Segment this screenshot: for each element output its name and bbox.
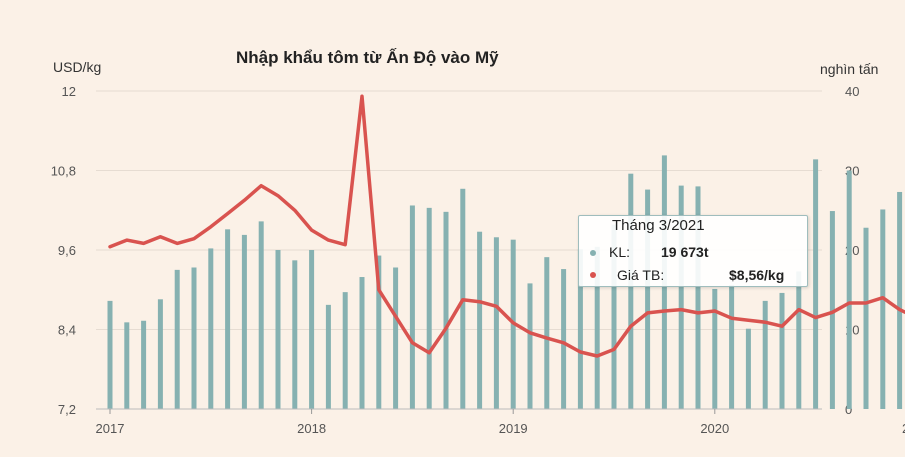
volume-bar [645, 189, 651, 409]
x-axis-tick: 2017 [96, 421, 125, 436]
volume-bar [141, 320, 147, 409]
volume-bar [544, 257, 550, 409]
right-axis-unit: nghìn tấn [820, 61, 879, 77]
left-axis-tick: 9,6 [58, 243, 76, 258]
tooltip-title: Tháng 3/2021 [612, 217, 705, 234]
volume-bar [157, 299, 163, 409]
volume-bar [846, 170, 852, 409]
volume-bar [729, 284, 735, 409]
volume-bar [796, 271, 802, 409]
volume-bar [241, 234, 247, 409]
volume-bar [779, 292, 785, 409]
tooltip-price-value: $8,56/kg [729, 267, 785, 283]
volume-bar [628, 173, 634, 409]
volume-bar [745, 328, 751, 409]
tooltip-volume-label: KL: [609, 244, 631, 260]
chart-title: Nhập khẩu tôm từ Ấn Độ vào Mỹ [236, 48, 499, 67]
volume-bar [712, 288, 718, 409]
volume-bar [493, 237, 499, 409]
volume-bar [225, 229, 231, 409]
left-axis-tick: 12 [62, 84, 76, 99]
x-axis-tick: 2021 [902, 421, 905, 436]
volume-bar [813, 159, 819, 409]
volume-bar [829, 211, 835, 409]
tooltip-price-marker [590, 272, 596, 278]
left-axis-tick: 8,4 [58, 323, 76, 338]
x-axis-tick: 2020 [700, 421, 729, 436]
volume-bar [174, 269, 180, 409]
volume-bar [393, 267, 399, 409]
price-line [108, 94, 905, 358]
volume-bar [762, 300, 768, 409]
volume-bar [342, 292, 348, 409]
left-axis-tick: 10,8 [51, 164, 76, 179]
volume-bar [325, 304, 331, 409]
volume-bar [443, 211, 449, 409]
tooltip-volume-value: 19 673t [661, 244, 709, 260]
tooltip-volume-marker [590, 250, 596, 256]
volume-bar [897, 191, 903, 409]
left-axis-unit: USD/kg [53, 59, 102, 75]
volume-bar [191, 267, 197, 409]
volume-bar [409, 205, 415, 409]
volume-bar [611, 224, 617, 409]
volume-bar [695, 186, 701, 409]
volume-bar [527, 283, 533, 409]
volume-bar [292, 260, 298, 409]
volume-bar [258, 221, 264, 409]
volume-bar [208, 248, 214, 409]
tooltip-price-label: Giá TB: [617, 267, 665, 283]
volume-bar [376, 255, 382, 409]
volume-bar [678, 185, 684, 409]
volume-bar [594, 246, 600, 409]
volume-bar [426, 207, 432, 409]
left-axis-tick: 7,2 [58, 402, 76, 417]
volume-bar [309, 250, 315, 409]
volume-bar [124, 322, 130, 409]
right-axis-tick: 40 [845, 84, 859, 99]
volume-bar [863, 227, 869, 409]
right-axis-tick: 0 [845, 402, 852, 417]
volume-bar [275, 250, 281, 409]
volume-bar [561, 269, 567, 409]
volume-bar [577, 249, 583, 409]
tooltip: Tháng 3/2021 KL: 19 673t Giá TB: $8,56/k… [578, 215, 808, 287]
volume-bar [359, 277, 365, 409]
x-axis-tick: 2018 [297, 421, 326, 436]
x-axis-tick: 2019 [499, 421, 528, 436]
volume-bar [477, 231, 483, 409]
volume-bar [107, 300, 113, 409]
volume-bar [880, 209, 886, 409]
